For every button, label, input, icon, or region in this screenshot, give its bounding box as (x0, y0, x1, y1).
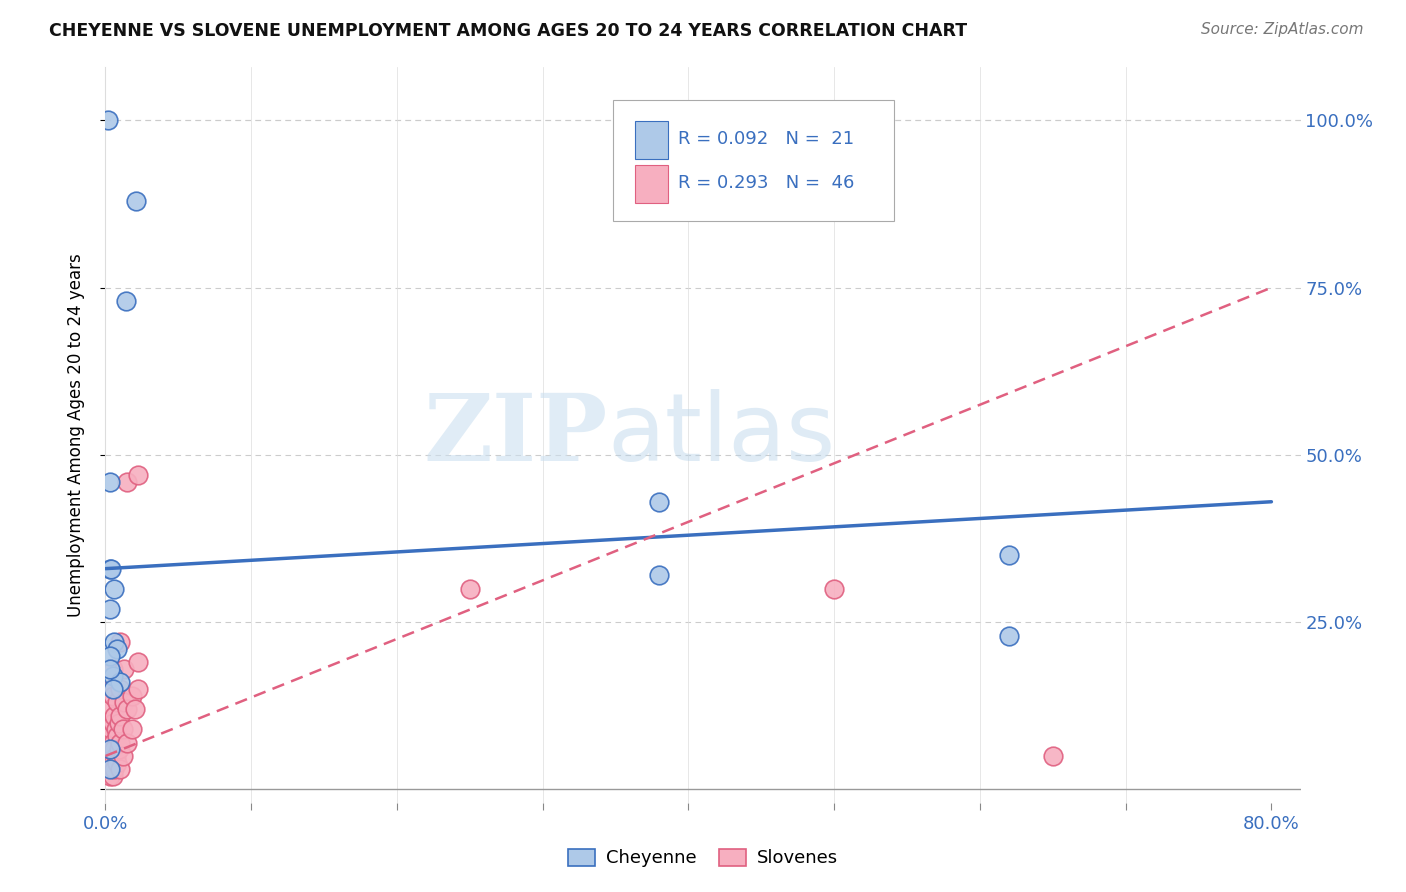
Point (98, 742, 121, 756)
Point (103, 582, 125, 596)
Point (458, 582, 481, 596)
Point (100, 723, 122, 737)
Point (103, 742, 125, 756)
Point (117, 475, 139, 489)
Point (127, 681, 149, 696)
Point (107, 742, 129, 756)
Point (115, 293, 138, 308)
Point (112, 662, 135, 676)
Point (100, 562, 122, 576)
Point (111, 723, 134, 737)
Point (98, 601, 121, 615)
Point (105, 642, 128, 657)
Point (107, 715, 129, 730)
Point (125, 194, 148, 208)
FancyBboxPatch shape (636, 165, 668, 203)
Text: CHEYENNE VS SLOVENE UNEMPLOYMENT AMONG AGES 20 TO 24 YEARS CORRELATION CHART: CHEYENNE VS SLOVENE UNEMPLOYMENT AMONG A… (49, 22, 967, 40)
Point (100, 762, 122, 776)
Point (98, 729, 121, 743)
Point (124, 702, 146, 716)
Point (108, 735, 131, 749)
Point (648, 494, 671, 508)
Point (103, 708, 125, 723)
Point (111, 749, 134, 764)
Text: Source: ZipAtlas.com: Source: ZipAtlas.com (1201, 22, 1364, 37)
Point (100, 681, 122, 696)
Text: R = 0.293   N =  46: R = 0.293 N = 46 (678, 174, 855, 192)
Point (101, 681, 124, 696)
Point (100, 749, 122, 764)
Point (104, 749, 127, 764)
Point (98, 702, 121, 716)
Point (117, 735, 139, 749)
Point (108, 762, 131, 776)
Point (108, 675, 131, 690)
Point (98, 742, 121, 756)
Point (98, 562, 121, 576)
Point (98, 648, 121, 663)
Point (112, 696, 135, 710)
Point (101, 756, 124, 770)
Point (103, 762, 125, 776)
Point (97, 113, 120, 128)
Point (1042, 749, 1064, 764)
Point (101, 689, 124, 703)
Point (101, 735, 124, 749)
Y-axis label: Unemployment Among Ages 20 to 24 years: Unemployment Among Ages 20 to 24 years (66, 253, 84, 616)
Text: ZIP: ZIP (423, 390, 607, 480)
Point (105, 729, 128, 743)
Text: atlas: atlas (607, 389, 835, 481)
Point (101, 769, 124, 783)
Point (101, 662, 124, 676)
Point (127, 655, 149, 669)
Text: R = 0.092   N =  21: R = 0.092 N = 21 (678, 130, 853, 148)
Point (121, 723, 143, 737)
Point (117, 702, 139, 716)
Point (103, 635, 125, 649)
Point (998, 548, 1021, 563)
Point (98, 762, 121, 776)
Point (823, 582, 845, 596)
Point (108, 635, 131, 649)
Point (121, 689, 143, 703)
Point (101, 715, 124, 730)
FancyBboxPatch shape (613, 100, 894, 221)
Legend: Cheyenne, Slovenes: Cheyenne, Slovenes (561, 841, 845, 875)
FancyBboxPatch shape (636, 120, 668, 159)
Point (98, 475, 121, 489)
Point (101, 669, 124, 683)
Point (105, 696, 128, 710)
Point (98, 662, 121, 676)
Point (105, 756, 128, 770)
Point (98, 756, 121, 770)
Point (108, 708, 131, 723)
Point (108, 681, 131, 696)
Point (127, 467, 149, 482)
Point (998, 628, 1021, 642)
Point (98, 769, 121, 783)
Point (648, 568, 671, 582)
Point (104, 723, 127, 737)
